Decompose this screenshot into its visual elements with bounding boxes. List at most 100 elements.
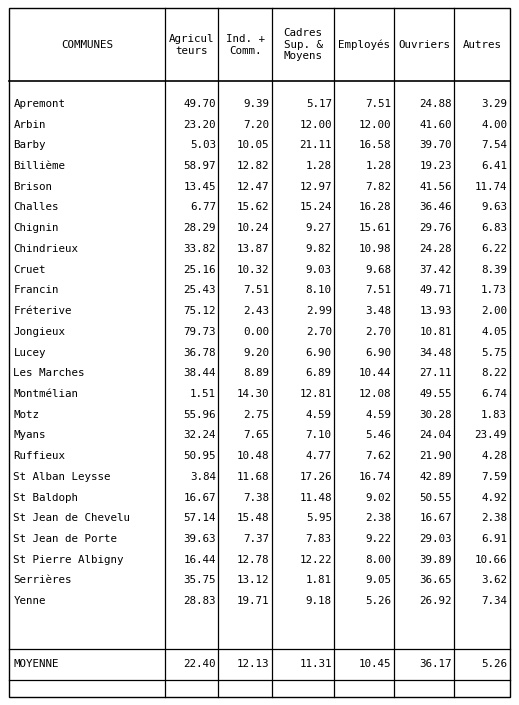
- Text: 16.67: 16.67: [183, 493, 216, 503]
- Text: 49.71: 49.71: [419, 286, 452, 295]
- Text: Apremont: Apremont: [13, 99, 65, 109]
- Text: 9.05: 9.05: [365, 575, 391, 585]
- Text: 4.05: 4.05: [481, 327, 507, 337]
- Text: 3.62: 3.62: [481, 575, 507, 585]
- Text: 16.74: 16.74: [359, 472, 391, 482]
- Text: 49.70: 49.70: [183, 99, 216, 109]
- Text: 15.24: 15.24: [299, 202, 332, 212]
- Text: 79.73: 79.73: [183, 327, 216, 337]
- Text: MOYENNE: MOYENNE: [13, 659, 59, 670]
- Text: 55.96: 55.96: [183, 410, 216, 419]
- Text: Myans: Myans: [13, 430, 46, 441]
- Text: 21.11: 21.11: [299, 140, 332, 150]
- Text: Fréterive: Fréterive: [13, 306, 72, 316]
- Text: Yenne: Yenne: [13, 596, 46, 606]
- Text: 10.45: 10.45: [359, 659, 391, 670]
- Text: 1.81: 1.81: [306, 575, 332, 585]
- Text: St Jean de Porte: St Jean de Porte: [13, 534, 117, 544]
- Text: 7.65: 7.65: [243, 430, 269, 441]
- Text: 29.03: 29.03: [419, 534, 452, 544]
- Text: 19.23: 19.23: [419, 161, 452, 171]
- Text: 10.24: 10.24: [237, 223, 269, 233]
- Text: 2.75: 2.75: [243, 410, 269, 419]
- Text: St Pierre Albigny: St Pierre Albigny: [13, 555, 124, 565]
- Text: 1.51: 1.51: [190, 389, 216, 399]
- Text: 39.63: 39.63: [183, 534, 216, 544]
- Text: 50.95: 50.95: [183, 451, 216, 461]
- Text: 6.91: 6.91: [481, 534, 507, 544]
- Text: 3.29: 3.29: [481, 99, 507, 109]
- Text: 58.97: 58.97: [183, 161, 216, 171]
- Text: 6.74: 6.74: [481, 389, 507, 399]
- Text: 38.44: 38.44: [183, 368, 216, 378]
- Text: Les Marches: Les Marches: [13, 368, 85, 378]
- Text: 36.65: 36.65: [419, 575, 452, 585]
- Text: 10.98: 10.98: [359, 244, 391, 254]
- Text: 2.70: 2.70: [306, 327, 332, 337]
- Text: 13.12: 13.12: [237, 575, 269, 585]
- Text: 16.67: 16.67: [419, 513, 452, 523]
- Text: 23.49: 23.49: [474, 430, 507, 441]
- Text: 12.81: 12.81: [299, 389, 332, 399]
- Text: Barby: Barby: [13, 140, 46, 150]
- Text: 9.63: 9.63: [481, 202, 507, 212]
- Text: 9.22: 9.22: [365, 534, 391, 544]
- Text: Arbin: Arbin: [13, 120, 46, 130]
- Text: 9.02: 9.02: [365, 493, 391, 503]
- Text: Challes: Challes: [13, 202, 59, 212]
- Text: 8.10: 8.10: [306, 286, 332, 295]
- Text: 23.20: 23.20: [183, 120, 216, 130]
- Text: 7.59: 7.59: [481, 472, 507, 482]
- Text: 24.28: 24.28: [419, 244, 452, 254]
- Text: 3.84: 3.84: [190, 472, 216, 482]
- Text: 16.28: 16.28: [359, 202, 391, 212]
- Text: 6.22: 6.22: [481, 244, 507, 254]
- Text: 2.70: 2.70: [365, 327, 391, 337]
- Text: 2.00: 2.00: [481, 306, 507, 316]
- Text: 32.24: 32.24: [183, 430, 216, 441]
- Text: Autres: Autres: [462, 39, 501, 50]
- Text: 12.47: 12.47: [237, 182, 269, 192]
- Text: 1.73: 1.73: [481, 286, 507, 295]
- Text: 2.38: 2.38: [365, 513, 391, 523]
- Text: 4.59: 4.59: [365, 410, 391, 419]
- Text: 39.70: 39.70: [419, 140, 452, 150]
- Text: 12.78: 12.78: [237, 555, 269, 565]
- Text: 9.39: 9.39: [243, 99, 269, 109]
- Text: 28.83: 28.83: [183, 596, 216, 606]
- Text: 36.17: 36.17: [419, 659, 452, 670]
- Text: 4.77: 4.77: [306, 451, 332, 461]
- Text: 11.74: 11.74: [474, 182, 507, 192]
- Text: 30.28: 30.28: [419, 410, 452, 419]
- Text: 7.37: 7.37: [243, 534, 269, 544]
- Text: 7.62: 7.62: [365, 451, 391, 461]
- Text: Employés: Employés: [338, 39, 390, 50]
- Text: 11.48: 11.48: [299, 493, 332, 503]
- Text: Cruet: Cruet: [13, 264, 46, 275]
- Text: 14.30: 14.30: [237, 389, 269, 399]
- Text: 10.05: 10.05: [237, 140, 269, 150]
- Text: 9.18: 9.18: [306, 596, 332, 606]
- Text: Lucey: Lucey: [13, 348, 46, 357]
- Text: 5.26: 5.26: [365, 596, 391, 606]
- Text: 8.22: 8.22: [481, 368, 507, 378]
- Text: 7.38: 7.38: [243, 493, 269, 503]
- Text: 12.13: 12.13: [237, 659, 269, 670]
- Text: St Jean de Chevelu: St Jean de Chevelu: [13, 513, 130, 523]
- Text: 8.00: 8.00: [365, 555, 391, 565]
- Text: 7.10: 7.10: [306, 430, 332, 441]
- Text: 6.89: 6.89: [306, 368, 332, 378]
- Text: 2.99: 2.99: [306, 306, 332, 316]
- Text: 33.82: 33.82: [183, 244, 216, 254]
- Text: 37.42: 37.42: [419, 264, 452, 275]
- Text: Chignin: Chignin: [13, 223, 59, 233]
- Text: 24.04: 24.04: [419, 430, 452, 441]
- Text: 11.31: 11.31: [299, 659, 332, 670]
- Text: 4.00: 4.00: [481, 120, 507, 130]
- Text: 15.62: 15.62: [237, 202, 269, 212]
- Text: Motz: Motz: [13, 410, 39, 419]
- Text: Ind. +
Comm.: Ind. + Comm.: [226, 34, 265, 56]
- Text: 12.82: 12.82: [237, 161, 269, 171]
- Text: 10.32: 10.32: [237, 264, 269, 275]
- Text: 36.46: 36.46: [419, 202, 452, 212]
